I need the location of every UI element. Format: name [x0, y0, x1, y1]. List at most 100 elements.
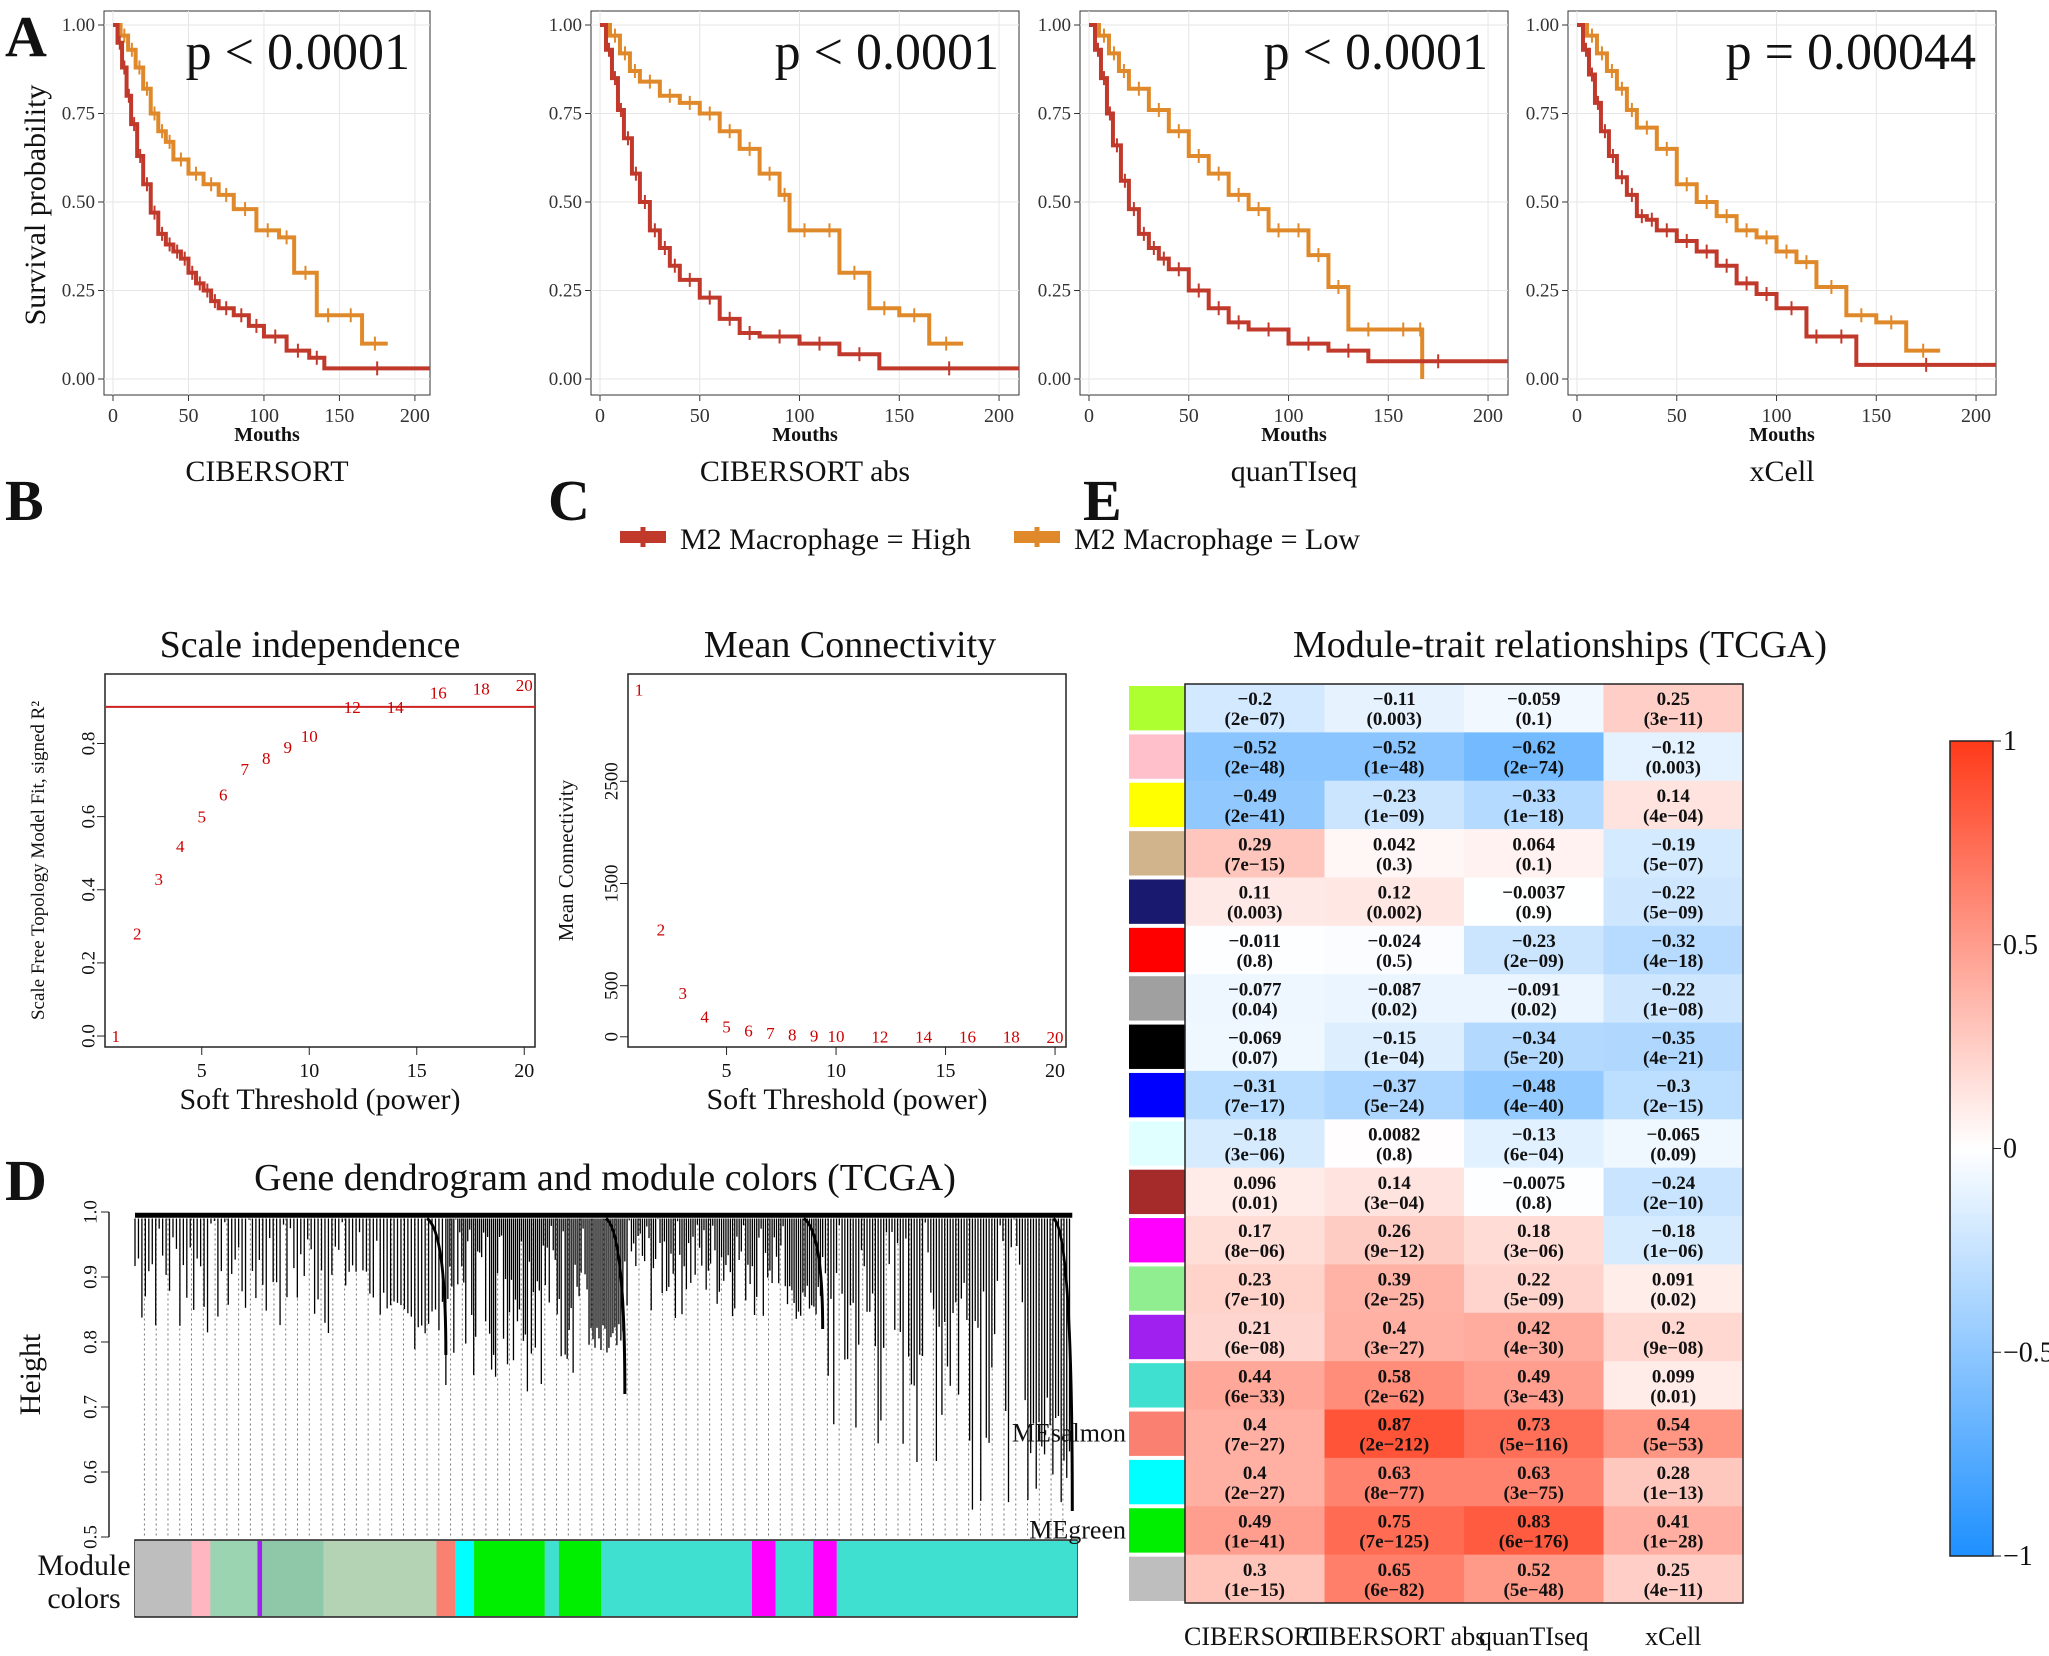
heatmap-cell-pvalue: (7e−10) — [1225, 1290, 1285, 1311]
km-method-label: quanTIseq — [1231, 455, 1358, 488]
heatmap-cell-pvalue: (0.8) — [1237, 951, 1273, 972]
km-xtick-label: 50 — [1667, 405, 1687, 427]
heatmap-cell-pvalue: (3e−06) — [1225, 1145, 1285, 1166]
mean-connectivity-xtick-label: 10 — [826, 1060, 846, 1082]
heatmap-cell-value: 0.2 — [1661, 1318, 1685, 1339]
scale-independence-xtick-label: 5 — [197, 1060, 207, 1082]
heatmap-cell — [1185, 829, 1325, 878]
module-swatch — [1129, 976, 1185, 1021]
km-panel: 0 50 100 150 200 0.00 0.25 0.50 0.75 1.00 p < 0.00… — [62, 10, 431, 488]
heatmap-cell — [1603, 1554, 1744, 1604]
heatmap-cell-pvalue: (3e−06) — [1504, 1241, 1564, 1262]
km-pvalue: p = 0.00044 — [1726, 24, 1976, 81]
heatmap-cell-pvalue: (0.02) — [1650, 1290, 1696, 1311]
heatmap-cell-value: −0.0075 — [1502, 1173, 1565, 1194]
mean-connectivity-point-label: 1 — [635, 680, 644, 699]
module-swatch — [1129, 1218, 1185, 1263]
km-xtick-label: 0 — [1084, 405, 1094, 427]
scale-independence-xtick-label: 20 — [514, 1060, 534, 1082]
heatmap-cell-pvalue: (7e−27) — [1225, 1435, 1285, 1456]
heatmap-cell-pvalue: (6e−08) — [1225, 1338, 1285, 1359]
dendrogram-ytick-label: 1.0 — [81, 1200, 102, 1224]
heatmap-cell-pvalue: (2e−10) — [1643, 1193, 1703, 1214]
heatmap-cell — [1185, 1312, 1325, 1362]
heatmap-cell — [1603, 1361, 1744, 1411]
panel-e: Module-trait relationships (TCGA)−0.2(2e… — [1012, 624, 2049, 1651]
heatmap-cell-pvalue: (2e−25) — [1364, 1290, 1424, 1311]
heatmap-cell-pvalue: (0.3) — [1376, 854, 1412, 875]
heatmap-cell-value: 0.49 — [1517, 1366, 1550, 1387]
heatmap-cell — [1603, 877, 1744, 927]
km-ytick-label: 0.50 — [549, 192, 582, 213]
heatmap-cell-pvalue: (1e−06) — [1643, 1241, 1703, 1262]
km-xtick-label: 50 — [690, 405, 710, 427]
heatmap-cell-pvalue: (0.9) — [1516, 903, 1552, 924]
heatmap-cell-pvalue: (2e−212) — [1359, 1435, 1429, 1456]
km-frame — [590, 10, 1020, 396]
km-xtick-label: 50 — [1179, 405, 1199, 427]
heatmap-cell-value: 0.58 — [1378, 1366, 1411, 1387]
heatmap-cell — [1464, 1119, 1604, 1169]
heatmap-cell — [1464, 1506, 1604, 1556]
heatmap-cell-pvalue: (3e−11) — [1644, 709, 1703, 730]
km-pvalue: p < 0.0001 — [775, 24, 999, 81]
heatmap-cell — [1464, 1457, 1604, 1507]
heatmap-cell-pvalue: (9e−08) — [1643, 1338, 1703, 1359]
scale-independence-point-label: 3 — [155, 870, 164, 889]
heatmap-cell-pvalue: (2e−07) — [1225, 709, 1285, 730]
dendrogram-ytick-label: 0.7 — [81, 1395, 102, 1419]
km-xtick-label: 50 — [178, 405, 198, 427]
heatmap-cell-value: −0.31 — [1233, 1076, 1277, 1097]
heatmap-cell-pvalue: (1e−09) — [1364, 806, 1424, 827]
heatmap-cell — [1464, 1167, 1604, 1217]
mean-connectivity-point-label: 4 — [700, 1007, 709, 1026]
km-xlabel: Mouths — [1261, 424, 1327, 446]
module-swatch — [1129, 1363, 1185, 1408]
km-ytick-label: 1.00 — [1526, 15, 1559, 36]
heatmap-cell-pvalue: (7e−15) — [1225, 854, 1285, 875]
km-xtick-label: 0 — [595, 405, 605, 427]
mean-connectivity-point-label: 9 — [810, 1027, 819, 1046]
heatmap-cell — [1185, 1216, 1325, 1265]
heatmap-cell-value: 0.042 — [1373, 834, 1416, 855]
heatmap-cell-pvalue: (2e−27) — [1225, 1483, 1285, 1504]
km-ytick-label: 0.75 — [62, 104, 95, 125]
heatmap-cell-pvalue: (8e−77) — [1364, 1483, 1424, 1504]
heatmap-cell-pvalue: (0.1) — [1516, 854, 1552, 875]
heatmap-cell-pvalue: (4e−18) — [1643, 951, 1703, 972]
heatmap-cell-pvalue: (4e−30) — [1504, 1338, 1564, 1359]
scale-independence-point-label: 10 — [301, 727, 318, 746]
scale-independence-ytick-label: 0.8 — [79, 732, 100, 756]
mean-connectivity-ytick-label: 2500 — [602, 762, 623, 800]
heatmap-cell-pvalue: (1e−13) — [1643, 1483, 1703, 1504]
heatmap-cell — [1464, 1264, 1604, 1314]
heatmap-cell-pvalue: (7e−125) — [1359, 1531, 1429, 1552]
mean-connectivity-point-label: 2 — [657, 920, 666, 939]
heatmap-cell-pvalue: (3e−04) — [1364, 1193, 1424, 1214]
module-color-segment — [210, 1541, 258, 1616]
heatmap-cell-value: 0.26 — [1378, 1221, 1411, 1242]
scale-independence-point-label: 7 — [241, 760, 250, 779]
heatmap-cell-pvalue: (3e−43) — [1504, 1386, 1564, 1407]
heatmap-cell-value: 0.091 — [1652, 1270, 1695, 1291]
heatmap-cell-value: 0.63 — [1517, 1463, 1550, 1484]
mean-connectivity-point-label: 5 — [722, 1018, 731, 1037]
km-xtick-label: 200 — [400, 405, 430, 427]
module-swatch — [1129, 1169, 1185, 1215]
km-ytick-label: 1.00 — [62, 15, 95, 36]
heatmap-cell-value: −0.059 — [1507, 689, 1561, 710]
module-swatch — [1129, 1266, 1185, 1311]
heatmap-cell — [1324, 780, 1465, 830]
legend-label-high: M2 Macrophage = High — [680, 523, 971, 556]
mean-connectivity-title: Mean Connectivity — [704, 624, 996, 666]
km-curve-high — [600, 23, 1019, 371]
scale-independence-xtick-label: 10 — [299, 1060, 319, 1082]
module-color-segment — [262, 1541, 324, 1616]
heatmap-cell-pvalue: (5e−116) — [1499, 1435, 1568, 1456]
km-xtick-label: 0 — [108, 405, 118, 427]
heatmap-cell — [1603, 1457, 1744, 1507]
module-color-segment — [544, 1541, 559, 1616]
module-color-segment — [775, 1541, 814, 1616]
heatmap-cell-value: 0.39 — [1378, 1270, 1411, 1291]
km-panel: 0 50 100 150 200 0.00 0.25 0.50 0.75 1.00 p < 0.00… — [549, 10, 1020, 488]
